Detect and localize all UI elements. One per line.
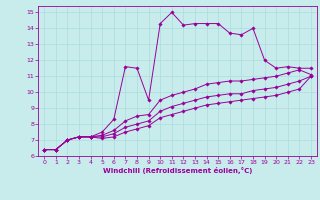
X-axis label: Windchill (Refroidissement éolien,°C): Windchill (Refroidissement éolien,°C) <box>103 167 252 174</box>
